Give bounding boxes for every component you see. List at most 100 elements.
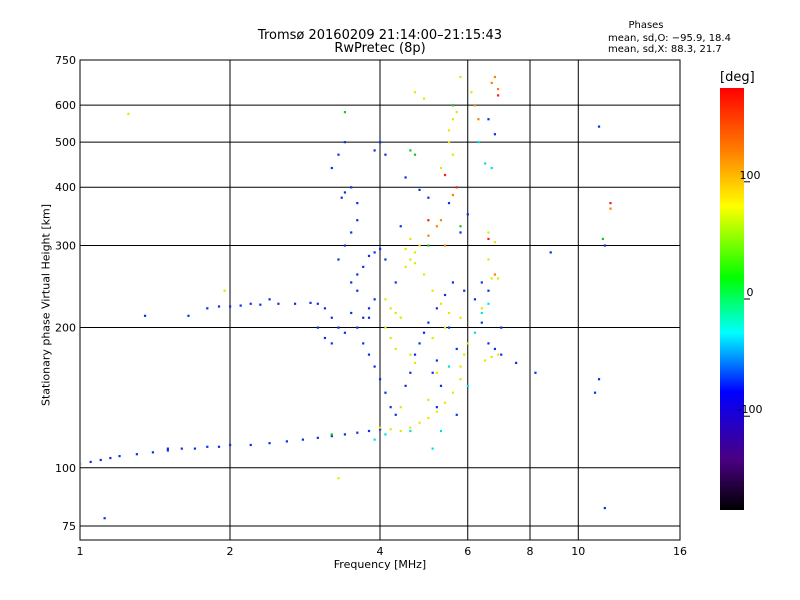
data-point <box>447 129 451 132</box>
data-point <box>109 456 112 460</box>
data-point <box>249 443 252 447</box>
data-point <box>409 429 412 433</box>
data-point <box>466 384 469 387</box>
data-point <box>389 336 392 340</box>
data-point <box>350 186 353 189</box>
data-point <box>277 302 280 305</box>
data-point <box>394 311 397 315</box>
x-axis-label: Frequency [MHz] <box>333 558 427 571</box>
data-point <box>427 234 430 237</box>
data-point <box>362 342 365 345</box>
data-point <box>487 258 490 261</box>
data-point <box>466 342 469 345</box>
data-point <box>367 353 371 356</box>
data-point <box>249 302 252 305</box>
data-point <box>389 406 392 409</box>
data-point <box>409 353 412 356</box>
data-point <box>447 141 451 144</box>
data-point <box>316 326 319 329</box>
data-point <box>496 87 500 91</box>
x-tick-label: 16 <box>673 545 687 558</box>
data-point <box>413 262 417 265</box>
data-point <box>166 449 169 452</box>
data-point <box>418 188 421 191</box>
data-point <box>422 97 426 100</box>
data-point <box>343 191 347 194</box>
y-tick-label: 600 <box>55 99 76 112</box>
data-point <box>484 359 487 362</box>
data-point <box>603 506 606 510</box>
data-point <box>473 331 477 334</box>
data-point <box>135 453 138 456</box>
data-point <box>268 442 271 445</box>
data-point <box>206 307 209 310</box>
data-point <box>459 365 462 368</box>
data-point <box>330 166 333 170</box>
phases-title: Phases <box>628 20 664 31</box>
data-point <box>480 321 483 324</box>
data-point <box>435 410 438 413</box>
data-point <box>285 440 288 443</box>
data-point <box>384 326 387 329</box>
data-point <box>439 302 443 305</box>
data-points <box>81 75 612 520</box>
y-tick-label: 100 <box>55 462 76 475</box>
data-point <box>413 361 417 365</box>
data-point <box>500 326 503 329</box>
colorbar <box>720 88 744 510</box>
data-point <box>404 247 407 251</box>
data-point <box>206 445 209 448</box>
data-point <box>399 429 402 433</box>
data-point <box>394 413 397 416</box>
data-point <box>601 237 605 241</box>
data-point <box>356 289 359 292</box>
data-point <box>439 429 443 433</box>
data-point <box>384 153 387 156</box>
data-point <box>466 213 469 216</box>
data-point <box>399 406 402 409</box>
data-point <box>373 298 376 301</box>
data-point <box>435 307 438 310</box>
data-point <box>384 298 387 301</box>
data-point <box>443 401 447 404</box>
data-point <box>451 193 455 197</box>
data-point <box>89 460 92 464</box>
data-point <box>603 244 606 247</box>
data-point <box>439 219 443 222</box>
data-point <box>356 326 359 329</box>
data-point <box>431 336 434 340</box>
data-point <box>384 433 387 436</box>
data-point <box>493 273 497 276</box>
data-point <box>490 355 493 359</box>
y-axis-label: Stationary phase Virtual Height [km] <box>39 203 53 407</box>
data-point <box>480 281 483 284</box>
data-point <box>384 258 387 261</box>
data-point <box>480 311 483 315</box>
colorbar-tick-label: -100 <box>738 403 763 416</box>
data-point <box>379 426 382 429</box>
data-point <box>435 371 438 374</box>
data-point <box>490 81 493 85</box>
data-point <box>330 433 333 436</box>
data-point <box>379 141 382 144</box>
data-point <box>459 231 462 234</box>
data-point <box>343 141 347 144</box>
data-point <box>166 447 169 450</box>
data-point <box>500 353 503 356</box>
y-tick-label: 750 <box>55 54 76 67</box>
data-point <box>356 431 359 434</box>
data-point <box>404 384 407 387</box>
data-point <box>597 125 601 128</box>
data-point <box>422 273 426 276</box>
data-point <box>455 186 458 189</box>
data-point <box>379 247 382 251</box>
data-point <box>229 443 232 447</box>
y-tick-label: 400 <box>55 181 76 194</box>
data-point <box>367 254 371 258</box>
colorbar-tick-label: 0 <box>747 286 754 299</box>
data-point <box>362 316 365 319</box>
data-point <box>413 153 417 156</box>
data-point <box>337 258 340 261</box>
data-point <box>459 75 462 79</box>
